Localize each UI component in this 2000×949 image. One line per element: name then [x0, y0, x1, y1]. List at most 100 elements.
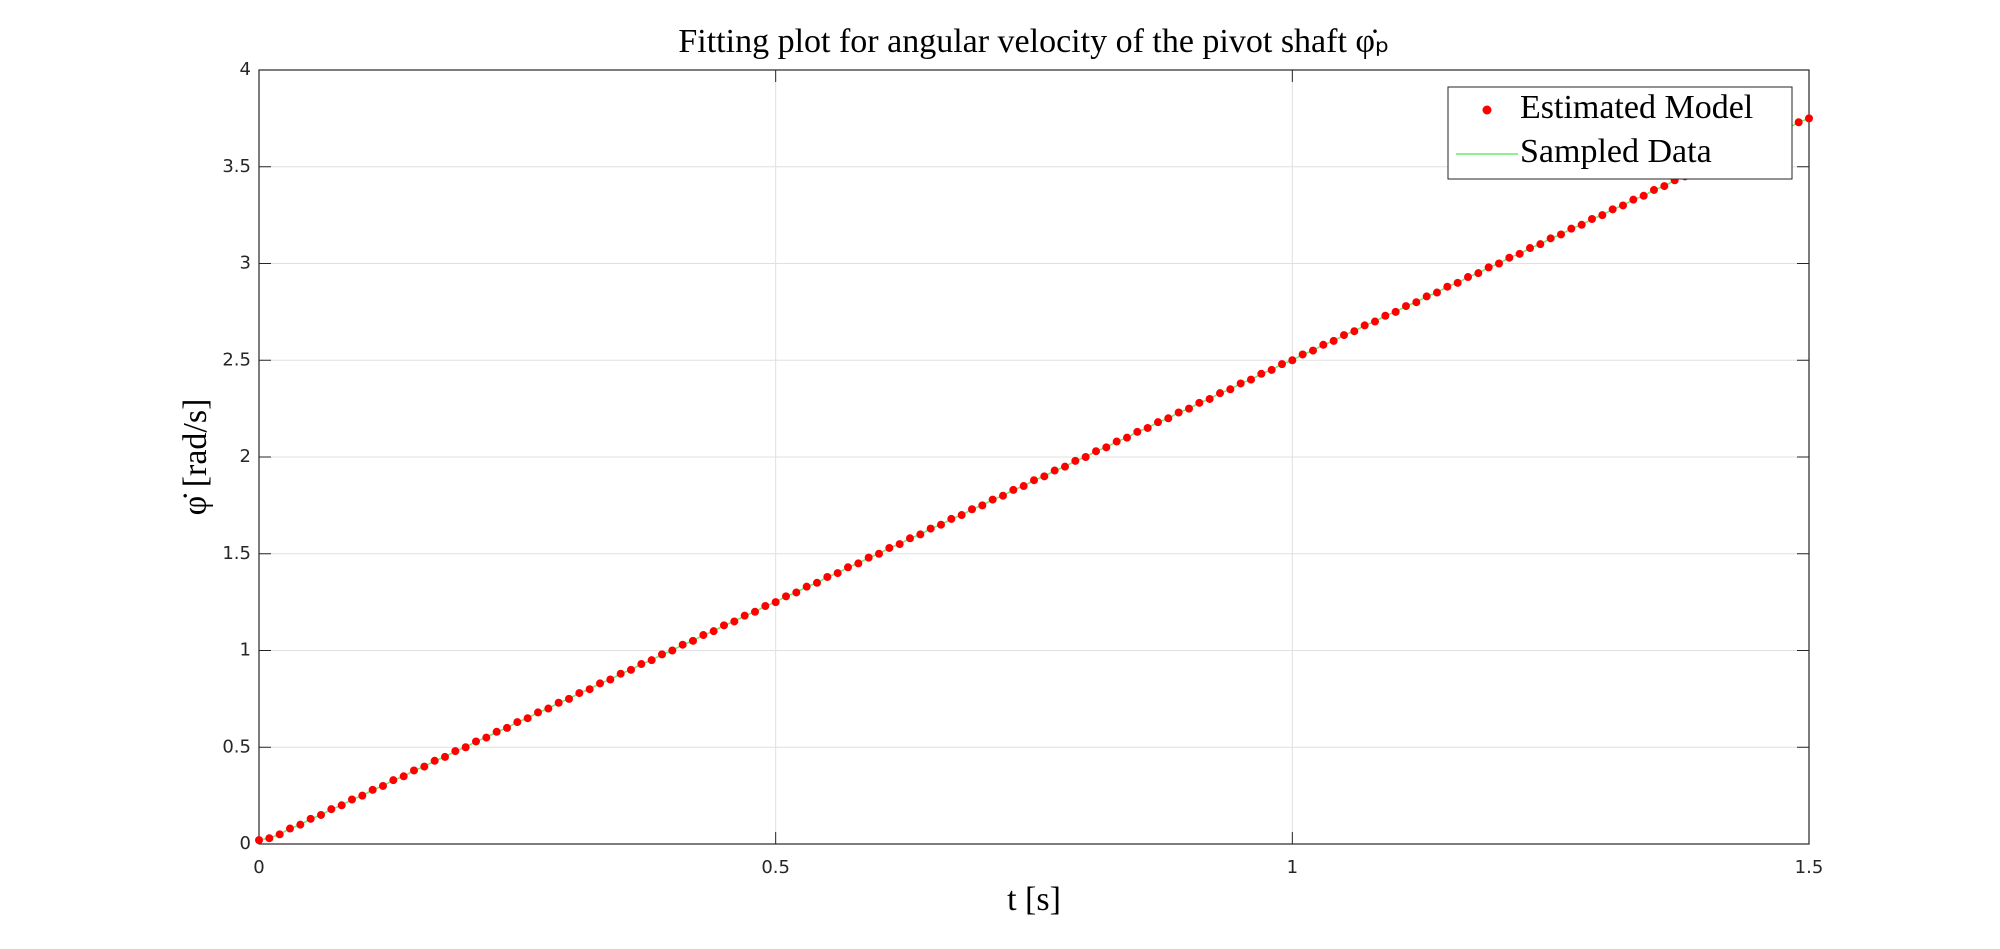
data-point [1650, 185, 1658, 194]
data-point [1009, 485, 1018, 494]
data-point [1422, 292, 1431, 301]
data-point [1267, 365, 1276, 374]
y-tick-label: 0 [240, 833, 251, 854]
data-point [1474, 269, 1483, 278]
data-point [1329, 336, 1338, 345]
data-point [286, 824, 294, 833]
data-point [544, 704, 553, 713]
data-point [885, 543, 894, 552]
data-point [1360, 321, 1369, 330]
y-tick-label: 4 [240, 59, 251, 80]
x-tick-label: 1 [1287, 857, 1298, 878]
data-point [1577, 220, 1586, 229]
data-point [1040, 472, 1049, 481]
data-point [1174, 408, 1183, 417]
y-axis-label: φ̇ [rad/s] [177, 399, 214, 516]
data-point [430, 756, 439, 765]
data-point [1030, 476, 1038, 485]
data-point [678, 640, 687, 649]
data-point [596, 679, 604, 688]
data-point [833, 569, 842, 578]
data-point [472, 737, 480, 746]
axes-box [258, 69, 1810, 845]
data-point [1216, 389, 1224, 398]
data-point [1453, 278, 1462, 287]
data-point [761, 601, 770, 610]
data-point [368, 785, 377, 794]
data-point [296, 820, 305, 829]
data-point [503, 723, 511, 732]
x-axis-label: t [s] [1007, 881, 1061, 918]
data-point [482, 733, 491, 742]
data-point [585, 685, 594, 694]
data-point [1464, 273, 1472, 282]
data-point [1185, 404, 1193, 413]
x-tick-label: 0.5 [761, 857, 790, 878]
data-point [1598, 211, 1607, 220]
data-point [606, 675, 615, 684]
data-point [1526, 244, 1534, 253]
y-tick-label: 1 [240, 640, 251, 661]
data-point [1236, 379, 1245, 388]
y-tick-label: 1.5 [222, 543, 251, 564]
data-point [1557, 230, 1565, 239]
data-point [937, 520, 945, 529]
data-point [348, 795, 356, 804]
data-point [1402, 302, 1410, 311]
data-point [751, 607, 759, 616]
data-point [265, 834, 274, 843]
data-point [1092, 447, 1100, 456]
data-point [1588, 214, 1596, 223]
data-point [720, 621, 728, 630]
data-point [875, 549, 883, 558]
data-point [854, 559, 863, 568]
y-tick-label: 3.5 [222, 156, 251, 177]
data-point [1143, 423, 1152, 432]
data-point [1660, 182, 1669, 191]
data-point [1340, 331, 1348, 340]
data-point [895, 540, 904, 549]
data-point [823, 572, 832, 581]
data-point [1484, 263, 1493, 272]
data-point [1247, 375, 1255, 384]
data-point [451, 747, 460, 756]
data-point [1257, 369, 1266, 378]
data-point [1639, 191, 1648, 200]
data-point [730, 617, 739, 626]
data-point [926, 524, 935, 533]
data-point [306, 814, 315, 823]
x-tick-label: 0 [253, 857, 264, 878]
data-point [1112, 437, 1121, 446]
data-point [461, 743, 470, 752]
data-point [513, 718, 522, 727]
data-point [699, 631, 708, 640]
data-point [916, 530, 925, 539]
chart-title: Fitting plot for angular velocity of the… [678, 23, 1389, 60]
data-point [1433, 288, 1441, 297]
data-point [1608, 205, 1617, 214]
y-tick-label: 3 [240, 253, 251, 274]
data-point [1319, 340, 1328, 349]
data-point [399, 772, 408, 781]
data-point [740, 611, 749, 620]
data-point [1619, 201, 1627, 210]
legend-label: Sampled Data [1520, 133, 1712, 170]
data-point [1050, 466, 1059, 475]
data-point [637, 660, 646, 669]
x-tick-label: 1.5 [1795, 857, 1824, 878]
data-point [1443, 282, 1452, 291]
data-point [1505, 253, 1514, 262]
data-point [1071, 456, 1080, 465]
data-point [647, 656, 656, 665]
data-point [957, 511, 966, 520]
data-point [1278, 360, 1286, 369]
data-point [658, 650, 666, 659]
data-point [1515, 249, 1524, 258]
data-point [616, 669, 625, 678]
y-tick-label: 2.5 [222, 349, 251, 370]
data-point [844, 563, 852, 572]
data-point [792, 588, 801, 597]
data-point [709, 627, 718, 636]
data-point [1350, 327, 1359, 336]
